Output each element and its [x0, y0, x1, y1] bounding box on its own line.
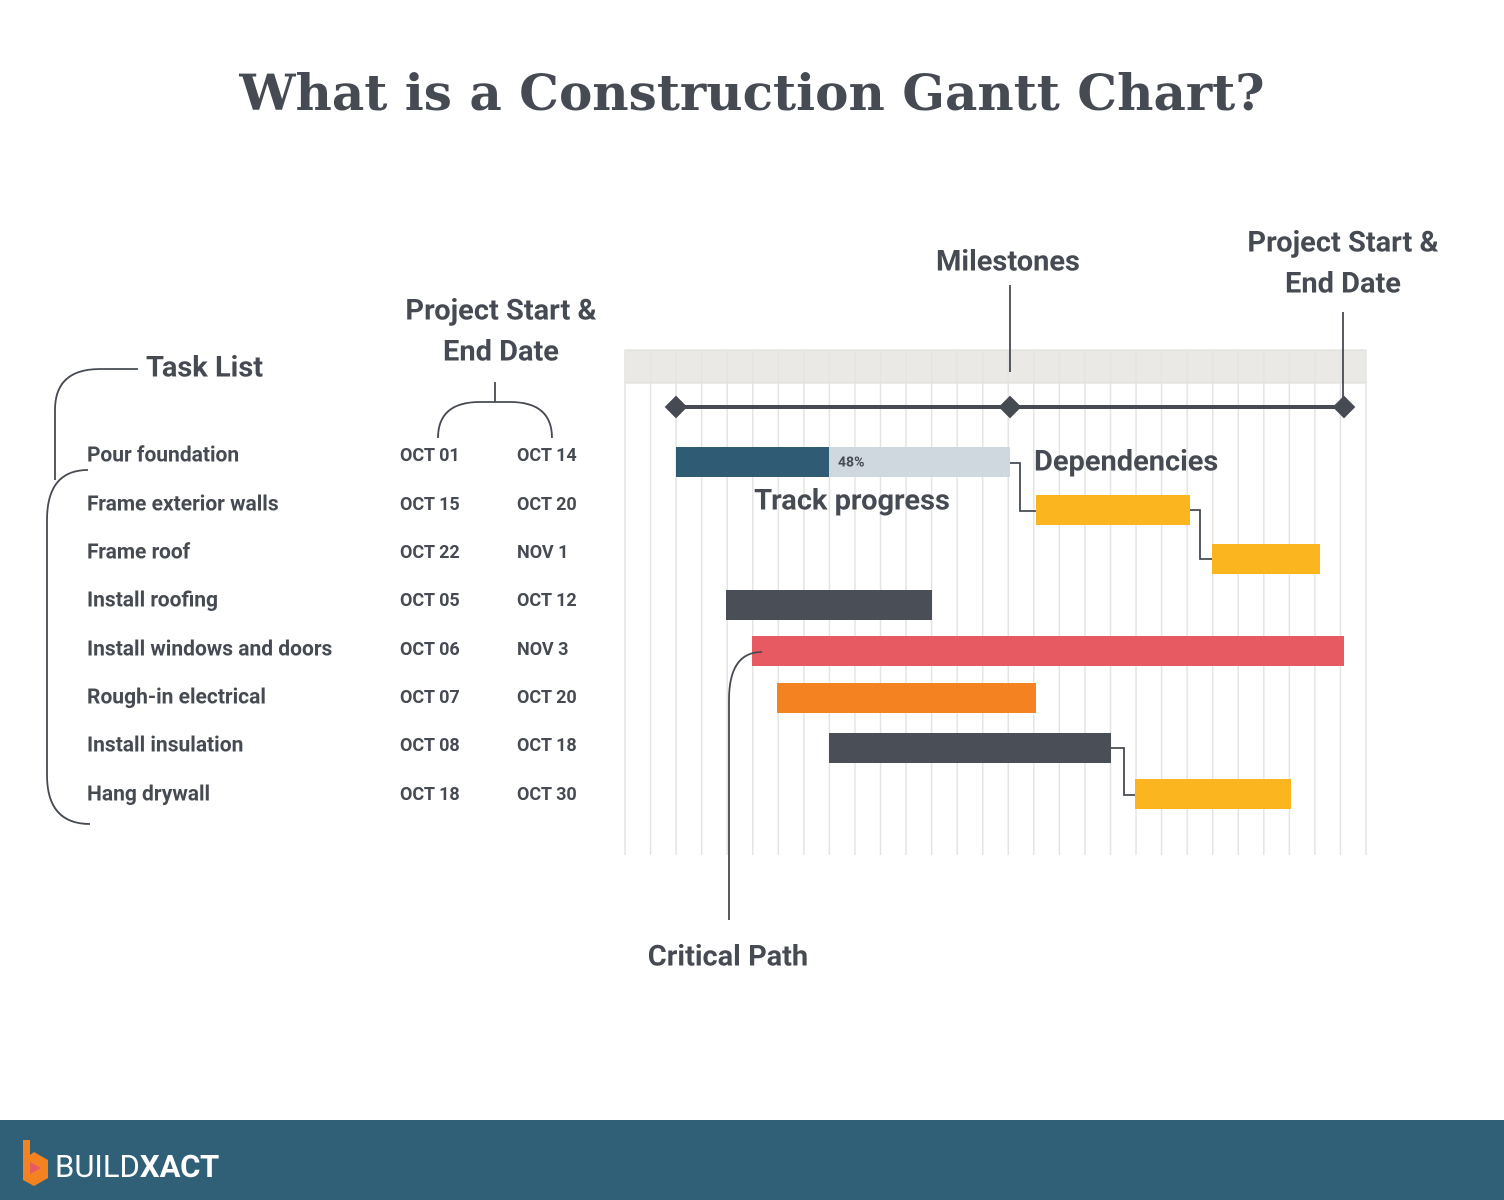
task-bar: [752, 636, 1344, 666]
critical-path-label: Critical Path: [648, 940, 808, 974]
end-date: OCT 30: [517, 784, 577, 805]
task-bar: [777, 683, 1036, 713]
end-date: NOV 3: [517, 639, 568, 660]
critical-path-pointer: [728, 651, 763, 920]
timeline-header: [624, 349, 1367, 384]
project-dates-label: Project Start &: [405, 294, 596, 328]
start-date: OCT 06: [400, 639, 460, 660]
start-date: OCT 22: [400, 542, 460, 563]
end-date: NOV 1: [517, 542, 568, 563]
dependency-connector: [1190, 509, 1212, 560]
progress-done: [676, 447, 829, 477]
end-date: OCT 20: [517, 687, 577, 708]
task-bar: [1135, 779, 1291, 809]
brand-bold: XACT: [140, 1148, 219, 1185]
task-list-bracket: [54, 368, 138, 480]
project-dates-label: End Date: [1285, 267, 1401, 301]
date-brace: [437, 382, 553, 439]
title: What is a Construction Gantt Chart?: [238, 63, 1264, 122]
task-name: Frame exterior walls: [87, 493, 279, 517]
start-date: OCT 01: [400, 445, 460, 466]
task-name: Frame roof: [87, 541, 191, 565]
end-date: OCT 12: [517, 590, 577, 611]
task-name: Install roofing: [87, 589, 218, 613]
task-bar: [1212, 544, 1320, 574]
task-name: Hang drywall: [87, 783, 210, 807]
brand-light: BUILD: [55, 1148, 140, 1185]
task-list-label: Task List: [146, 351, 263, 385]
milestone: [1332, 395, 1356, 419]
brand: BUILDXACT: [55, 1148, 219, 1185]
start-date: OCT 18: [400, 784, 460, 805]
progress-remaining: [829, 447, 1010, 477]
task-bar: [726, 590, 932, 620]
task-list: Pour foundation OCT 01 OCT 14 Frame exterio…: [87, 444, 577, 807]
dependency-connector: [1111, 747, 1135, 796]
project-dates-label: End Date: [443, 335, 559, 369]
end-date: OCT 18: [517, 735, 577, 756]
start-date: OCT 05: [400, 590, 460, 611]
track-progress-label: Track progress: [754, 484, 950, 518]
start-date: OCT 08: [400, 735, 460, 756]
task-name: Install windows and doors: [87, 638, 333, 662]
milestone: [998, 395, 1022, 419]
task-list-bracket: [46, 469, 91, 825]
end-date: OCT 14: [517, 445, 577, 466]
task-name: Install insulation: [87, 734, 243, 758]
logo-icon: [30, 1162, 41, 1174]
milestones-label: Milestones: [936, 245, 1080, 279]
logo-icon: [23, 1140, 48, 1186]
start-date: OCT 07: [400, 687, 460, 708]
dependencies-label: Dependencies: [1034, 445, 1218, 479]
task-bar: [1036, 495, 1190, 525]
dependency-connector: [1010, 462, 1036, 512]
milestone: [664, 395, 688, 419]
end-date: OCT 20: [517, 494, 577, 515]
start-date: OCT 15: [400, 494, 460, 515]
task-bar: [829, 733, 1111, 763]
progress-label: 48%: [838, 455, 864, 471]
task-name: Rough-in electrical: [87, 686, 266, 710]
project-dates-label: Project Start &: [1247, 226, 1438, 260]
task-name: Pour foundation: [87, 444, 239, 468]
footer: [0, 1120, 1504, 1200]
